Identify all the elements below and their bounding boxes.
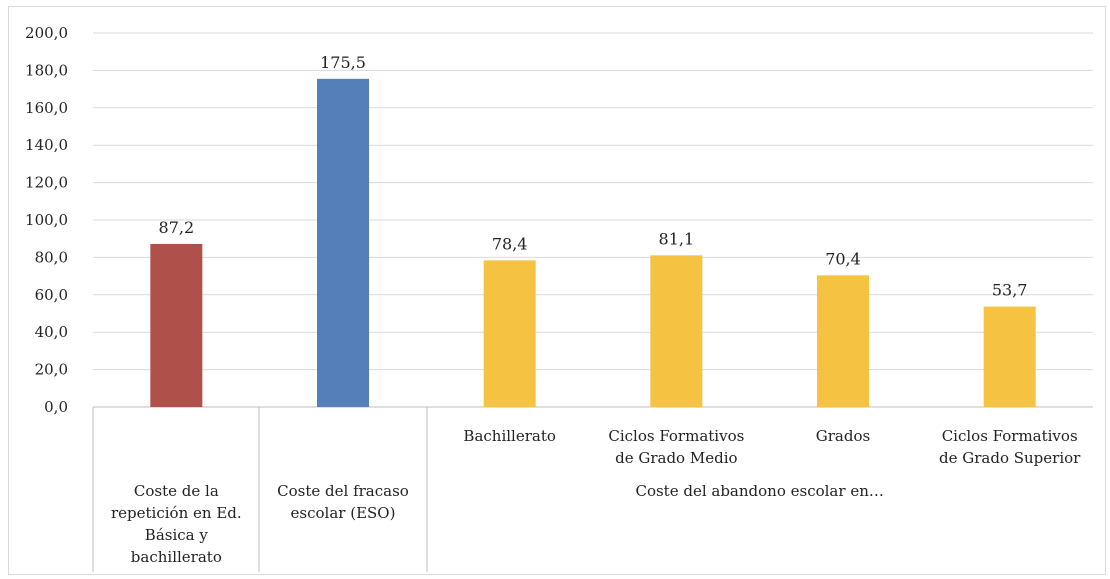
data-label: 87,2 [159, 218, 195, 237]
y-tick-label: 0,0 [44, 398, 68, 416]
data-label: 70,4 [825, 249, 861, 268]
bar [317, 78, 369, 407]
category-label: Grados [816, 427, 870, 445]
bar [483, 260, 536, 407]
bar [150, 243, 203, 407]
y-tick-label: 180,0 [25, 61, 68, 79]
category-label: Coste del fracaso escolar (ESO) [277, 482, 409, 522]
category-label: Ciclos Formativos de Grado Superior [939, 427, 1081, 467]
bar [650, 255, 703, 407]
category-label: Coste de la repetición en Ed. Básica y bach… [111, 482, 242, 566]
data-label: 78,4 [492, 234, 528, 253]
data-label: 81,1 [659, 229, 695, 248]
y-tick-label: 20,0 [35, 361, 68, 379]
y-tick-label: 200,0 [25, 24, 68, 42]
category-label: Ciclos Formativos de Grado Medio [608, 427, 744, 467]
bar [817, 275, 869, 407]
y-tick-label: 60,0 [35, 286, 68, 304]
data-label: 53,7 [992, 281, 1028, 300]
bar [983, 306, 1036, 407]
y-tick-label: 160,0 [25, 99, 68, 117]
y-tick-label: 40,0 [35, 323, 68, 341]
y-tick-label: 120,0 [25, 174, 68, 192]
y-tick-label: 80,0 [35, 248, 68, 266]
data-label: 175,5 [320, 53, 366, 72]
y-tick-label: 140,0 [25, 136, 68, 154]
y-tick-label: 100,0 [25, 211, 68, 229]
group-label: Coste del abandono escolar en… [635, 482, 883, 500]
category-label: Bachillerato [463, 427, 555, 445]
